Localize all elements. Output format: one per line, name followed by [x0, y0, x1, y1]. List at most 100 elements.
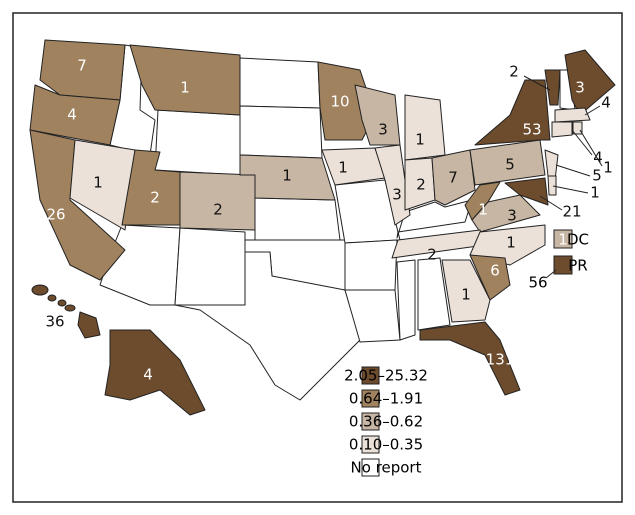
state-value: 5: [592, 167, 602, 185]
state: [77, 311, 101, 339]
state: [464, 181, 501, 221]
legend-swatch: [361, 366, 380, 385]
state-value: 26: [46, 206, 65, 224]
state: [547, 175, 557, 196]
state-value: 6: [490, 262, 500, 280]
pr-value: 56: [528, 274, 547, 292]
state: [69, 139, 136, 231]
leader-line: [523, 75, 551, 91]
state: [174, 227, 246, 306]
state: [239, 154, 336, 201]
state-value: 7: [448, 169, 458, 187]
state-value: 1: [282, 167, 292, 185]
state: [396, 199, 473, 239]
state-value: 3: [575, 79, 585, 97]
legend-label: 0.36–0.62: [349, 413, 423, 431]
dc-box: [553, 229, 573, 249]
state: [469, 254, 511, 301]
state-value: 3: [392, 186, 402, 204]
state-value: 1: [415, 131, 425, 149]
state: [254, 197, 341, 241]
state: [417, 257, 451, 331]
island: [64, 304, 76, 312]
state-value: 7: [77, 57, 87, 75]
state-value: 4: [143, 366, 153, 384]
state: [431, 149, 476, 206]
state-value: 1: [590, 184, 600, 202]
state-value: 10: [330, 93, 349, 111]
state: [354, 84, 401, 146]
leader-line: [539, 195, 563, 211]
state: [551, 121, 573, 138]
state-value: 2: [509, 63, 519, 81]
state-value: 4: [601, 94, 611, 112]
state-value: 1: [338, 159, 348, 177]
state-value: 1: [478, 201, 488, 219]
state: [469, 139, 546, 186]
island: [47, 294, 57, 302]
leader-line: [545, 269, 557, 279]
state-value: 36: [45, 313, 64, 331]
state-value: 4: [67, 106, 77, 124]
state: [179, 171, 256, 231]
state: [504, 177, 549, 206]
island: [57, 299, 67, 307]
pr-box: [553, 255, 573, 275]
state: [129, 44, 241, 116]
legend-swatch: [361, 389, 380, 408]
leader-line: [555, 164, 591, 177]
state: [239, 57, 321, 109]
state-value: 53: [522, 121, 541, 139]
state-value: 1: [93, 174, 103, 192]
state: [469, 224, 546, 266]
state: [441, 259, 491, 323]
legend-swatch: [361, 458, 380, 477]
leader-line: [552, 185, 589, 194]
state: [474, 79, 551, 146]
state: [239, 105, 323, 159]
state-value: 3: [378, 121, 388, 139]
dc-label: DC: [567, 231, 589, 249]
state: [554, 107, 591, 123]
state: [321, 147, 386, 186]
state: [419, 321, 521, 396]
legend-label: 2.05–25.32: [344, 367, 428, 385]
state: [404, 94, 446, 161]
state-value: 4: [593, 149, 603, 167]
state-value: 2: [150, 189, 160, 207]
states: [29, 39, 616, 416]
pr-label: PR: [568, 257, 587, 275]
state: [396, 259, 416, 341]
state-value: 131: [486, 351, 515, 369]
state-value: 2: [213, 201, 223, 219]
state-value: 2: [427, 246, 437, 264]
state: [29, 84, 121, 146]
state: [104, 329, 206, 416]
legend-swatch: [361, 435, 380, 454]
state: [374, 144, 411, 226]
island: [31, 284, 49, 296]
state-value: 1: [461, 286, 471, 304]
state-value: 2: [416, 176, 426, 194]
state-value: 21: [562, 203, 581, 221]
state-value: 1: [603, 159, 613, 177]
legend-swatch: [361, 412, 380, 431]
dc-value: 1: [558, 231, 568, 249]
state-value: 5: [505, 156, 515, 174]
state: [317, 61, 376, 141]
state: [544, 69, 561, 106]
legend-label: 0.64–1.91: [349, 390, 423, 408]
legend-label: No report: [351, 459, 422, 477]
frame: [12, 12, 623, 503]
state-value: 3: [507, 207, 517, 225]
leader-line: [584, 105, 601, 116]
state: [564, 49, 616, 116]
state-value: 1: [180, 79, 190, 97]
state: [344, 239, 398, 291]
state-value: 1: [506, 234, 516, 252]
state: [154, 109, 241, 176]
leader-line: [579, 129, 603, 167]
leader-line: [571, 129, 593, 156]
legend-label: 0.10–0.35: [349, 436, 423, 454]
